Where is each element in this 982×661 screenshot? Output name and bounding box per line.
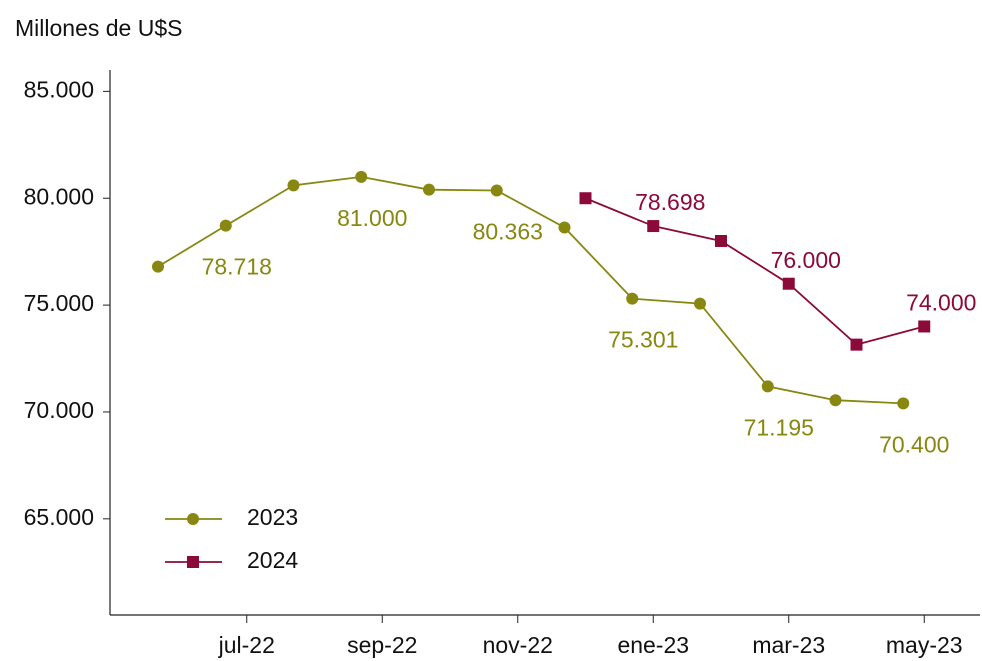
data-label: 70.400 bbox=[879, 431, 949, 457]
data-point bbox=[647, 220, 660, 233]
data-label: 78.718 bbox=[202, 254, 272, 280]
data-point bbox=[782, 277, 795, 290]
data-point bbox=[715, 234, 727, 247]
data-point bbox=[626, 292, 639, 305]
series-line bbox=[157, 175, 904, 405]
x-tick-label: ene-23 bbox=[617, 632, 689, 658]
data-label: 81.000 bbox=[337, 205, 407, 231]
data-point bbox=[490, 184, 503, 197]
data-point bbox=[829, 394, 842, 407]
y-tick-label: 85.000 bbox=[24, 76, 94, 102]
data-label: 80.363 bbox=[473, 219, 543, 245]
x-tick-label: jul-22 bbox=[218, 632, 275, 658]
y-tick-label: 75.000 bbox=[24, 290, 94, 316]
series-line bbox=[585, 197, 925, 346]
data-point bbox=[219, 219, 232, 232]
data-point bbox=[761, 380, 774, 393]
data-point bbox=[423, 183, 435, 196]
data-point bbox=[694, 297, 706, 310]
data-point bbox=[287, 179, 300, 192]
y-tick-label: 70.000 bbox=[24, 397, 94, 423]
legend-label: 2023 bbox=[247, 504, 298, 530]
chart-title: Millones de U$S bbox=[15, 15, 182, 41]
data-label: 76.000 bbox=[771, 247, 841, 273]
legend-marker bbox=[187, 556, 199, 568]
x-tick-label: may-23 bbox=[886, 632, 963, 658]
data-point bbox=[355, 170, 368, 183]
data-point bbox=[152, 260, 164, 273]
y-tick-label: 80.000 bbox=[24, 183, 94, 209]
data-point bbox=[558, 221, 571, 234]
data-point bbox=[918, 320, 931, 333]
legend-marker bbox=[187, 513, 199, 525]
y-tick-label: 65.000 bbox=[24, 504, 94, 530]
data-point bbox=[897, 397, 910, 410]
x-tick-label: sep-22 bbox=[347, 632, 417, 658]
x-tick-label: nov-22 bbox=[483, 632, 553, 658]
data-point bbox=[579, 192, 592, 205]
data-label: 74.000 bbox=[906, 290, 976, 316]
legend-label: 2024 bbox=[247, 547, 298, 573]
x-tick-label: mar-23 bbox=[752, 632, 825, 658]
data-point bbox=[850, 338, 863, 351]
data-label: 75.301 bbox=[608, 327, 678, 353]
data-label: 71.195 bbox=[744, 414, 814, 440]
data-label: 78.698 bbox=[635, 189, 705, 215]
